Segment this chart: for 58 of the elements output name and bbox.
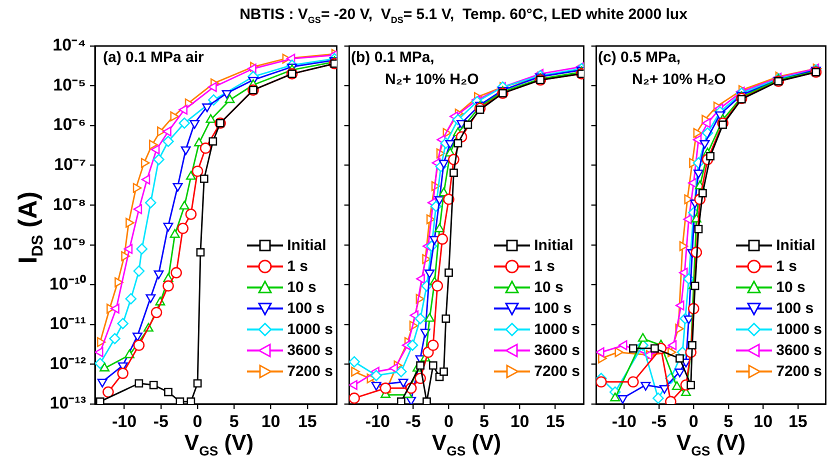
- x-axis-title: V$_{GS}$ (V): [675, 430, 747, 458]
- annotation: N₂+ 10% H₂O: [632, 71, 726, 88]
- x-axis-title: V$_{GS}$ (V): [430, 430, 502, 458]
- legend-label: 7200 s: [287, 363, 333, 380]
- annotation: (b) 0.1 MPa,: [351, 49, 434, 66]
- legend-label: 1 s: [534, 258, 555, 275]
- x-tick-label: -10: [612, 412, 636, 431]
- legend-label: 1 s: [776, 258, 797, 275]
- y-tick-label: 10⁻⁸: [53, 194, 86, 214]
- y-tick-label: 10⁻¹²: [50, 354, 86, 373]
- y-tick-label: 10⁻⁹: [53, 234, 86, 254]
- y-tick-label: 10⁻⁴: [52, 36, 86, 55]
- legend-label: 1000 s: [776, 321, 822, 338]
- legend-label: 3600 s: [287, 342, 333, 359]
- x-tick-label: 5: [229, 412, 239, 431]
- x-tick-label: -5: [406, 412, 421, 431]
- legend-label: 1 s: [287, 258, 308, 275]
- x-axis-title: V$_{GS}$ (V): [183, 430, 255, 458]
- legend-label: Initial: [287, 237, 326, 254]
- y-tick-label: 10⁻¹³: [50, 394, 86, 413]
- legend-label: 1000 s: [534, 321, 580, 338]
- x-tick-label: 0: [192, 412, 202, 431]
- x-tick-label: -5: [651, 412, 666, 431]
- legend-label: 100 s: [534, 300, 572, 317]
- x-tick-label: 10: [510, 412, 530, 431]
- annotation: (c) 0.5 MPa,: [598, 49, 681, 66]
- y-tick-label: 10⁻¹¹: [50, 314, 86, 334]
- y-tick-label: 10⁻¹⁰: [49, 274, 86, 294]
- x-tick-label: -10: [365, 412, 390, 431]
- x-tick-label: 10: [754, 412, 773, 431]
- x-tick-label: 10: [261, 412, 280, 431]
- y-tick-label: 10⁻⁶: [53, 115, 86, 134]
- y-tick-label: 10⁻⁷: [54, 155, 86, 174]
- annotation: N₂+ 10% H₂O: [385, 71, 479, 88]
- x-tick-label: 15: [298, 412, 317, 431]
- annotation: (a) 0.1 MPa air: [103, 49, 204, 66]
- y-tick-label: 10⁻⁵: [53, 75, 86, 94]
- legend-label: 10 s: [534, 279, 564, 296]
- x-tick-label: -10: [112, 412, 137, 431]
- legend-label: 100 s: [287, 300, 325, 317]
- x-tick-label: 0: [688, 412, 698, 431]
- legend-label: 3600 s: [776, 342, 822, 359]
- x-tick-label: 15: [546, 412, 565, 431]
- x-tick-label: 5: [480, 412, 489, 431]
- x-tick-label: 0: [444, 412, 454, 431]
- legend-label: Initial: [534, 237, 574, 254]
- x-tick-label: 15: [788, 412, 808, 431]
- x-tick-label: 5: [724, 412, 734, 431]
- legend-label: 1000 s: [287, 321, 333, 338]
- text: NBTIS : V$_{GS}$= -20 V, V$_{DS}$= 5.1 V, Temp. 60°C, LED white 2000 lux: [238, 6, 688, 25]
- legend-label: 10 s: [776, 279, 806, 296]
- x-tick-label: -5: [153, 412, 168, 431]
- legend-label: 100 s: [776, 300, 814, 317]
- legend-label: 10 s: [287, 279, 316, 296]
- legend-label: 3600 s: [534, 342, 580, 359]
- legend-label: 7200 s: [534, 363, 580, 380]
- legend-label: Initial: [776, 237, 816, 254]
- legend-label: 7200 s: [776, 363, 822, 380]
